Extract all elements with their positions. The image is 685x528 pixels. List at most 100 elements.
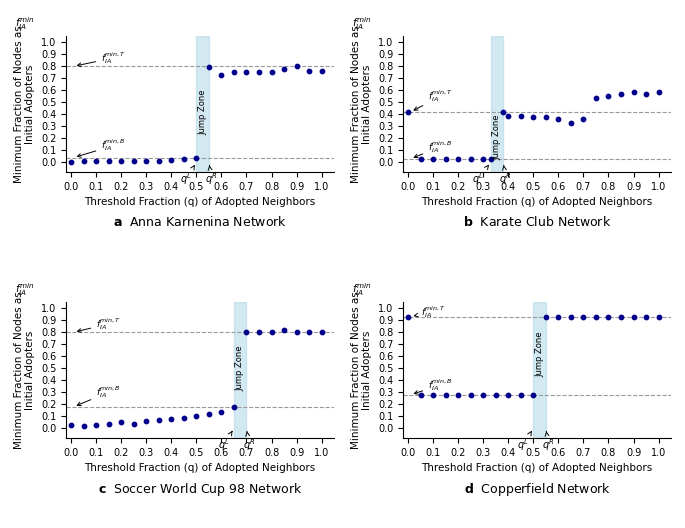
Text: $q^L$: $q^L$ <box>218 431 232 452</box>
Point <box>303 328 314 336</box>
Text: $q^L$: $q^L$ <box>517 431 532 452</box>
Point <box>653 87 664 96</box>
Text: $q^R$: $q^R$ <box>242 431 256 452</box>
Text: $f_{IA}^{min,B}$: $f_{IA}^{min,B}$ <box>414 378 453 394</box>
Point <box>279 64 290 73</box>
Point <box>603 313 614 321</box>
Point <box>90 157 101 165</box>
Point <box>253 328 264 336</box>
Bar <box>534 302 546 438</box>
Point <box>116 418 127 427</box>
Point <box>490 391 501 399</box>
Point <box>590 313 601 321</box>
Point <box>440 391 451 399</box>
Point <box>66 420 77 429</box>
Point <box>141 157 152 165</box>
Point <box>191 153 202 162</box>
Point <box>485 155 496 163</box>
Point <box>203 410 214 418</box>
Point <box>540 112 551 121</box>
Text: Jump Zone: Jump Zone <box>493 115 501 160</box>
Point <box>229 402 240 411</box>
Text: $f_{IA}^{min}$: $f_{IA}^{min}$ <box>352 15 372 32</box>
Text: $q^R$: $q^R$ <box>205 165 218 186</box>
Point <box>253 68 264 77</box>
Point <box>640 313 651 321</box>
Point <box>515 111 526 120</box>
Point <box>503 111 514 120</box>
Point <box>553 313 564 321</box>
Point <box>178 155 189 163</box>
Point <box>103 419 114 428</box>
Text: $\bf b$  Karate Club Network: $\bf b$ Karate Club Network <box>463 215 611 230</box>
Point <box>477 391 488 399</box>
Point <box>628 87 639 96</box>
X-axis label: Threshold Fraction (q) of Adopted Neighbors: Threshold Fraction (q) of Adopted Neighb… <box>84 463 316 473</box>
Text: $f_{IA}^{min,B}$: $f_{IA}^{min,B}$ <box>77 384 121 406</box>
Point <box>565 118 576 127</box>
Point <box>303 67 314 76</box>
Text: $f_{IA}^{min}$: $f_{IA}^{min}$ <box>15 15 35 32</box>
Point <box>203 63 214 72</box>
Text: $f_{IA}^{min}$: $f_{IA}^{min}$ <box>15 281 35 298</box>
Point <box>590 93 601 102</box>
Point <box>191 412 202 421</box>
Text: $q^R$: $q^R$ <box>542 431 555 452</box>
Point <box>241 68 252 77</box>
Y-axis label: Minimum Fraction of Nodes as
Initial Adopters: Minimum Fraction of Nodes as Initial Ado… <box>14 25 36 183</box>
Text: $f_{IA}^{min}$: $f_{IA}^{min}$ <box>352 281 372 298</box>
Point <box>498 108 509 116</box>
Text: $q^L$: $q^L$ <box>472 165 488 186</box>
Point <box>415 155 426 163</box>
Point <box>540 313 551 321</box>
Text: Jump Zone: Jump Zone <box>236 345 245 391</box>
Text: $q^L$: $q^L$ <box>180 165 195 186</box>
Text: Jump Zone: Jump Zone <box>535 331 544 376</box>
Point <box>427 391 438 399</box>
Point <box>515 391 526 399</box>
Point <box>553 115 564 124</box>
Point <box>216 407 227 416</box>
Point <box>128 157 139 165</box>
Point <box>628 313 639 321</box>
Point <box>616 313 627 321</box>
Point <box>291 328 302 336</box>
X-axis label: Threshold Fraction (q) of Adopted Neighbors: Threshold Fraction (q) of Adopted Neighb… <box>421 463 653 473</box>
Bar <box>234 302 247 438</box>
Text: $f_{IA}^{min,T}$: $f_{IA}^{min,T}$ <box>414 89 453 110</box>
Text: $\bf a$  Anna Karnenina Network: $\bf a$ Anna Karnenina Network <box>113 215 287 230</box>
Text: $f_{IA}^{min,T}$: $f_{IA}^{min,T}$ <box>77 316 121 332</box>
Point <box>241 328 252 336</box>
Point <box>103 157 114 165</box>
Point <box>266 68 277 77</box>
Point <box>116 157 127 165</box>
Point <box>453 155 464 163</box>
Point <box>528 391 539 399</box>
Text: $f_{IA}^{min,T}$: $f_{IA}^{min,T}$ <box>77 50 127 67</box>
Point <box>78 422 89 430</box>
Point <box>266 328 277 336</box>
Text: $\bf c$  Soccer World Cup 98 Network: $\bf c$ Soccer World Cup 98 Network <box>98 482 303 498</box>
Bar <box>490 36 503 172</box>
Point <box>128 419 139 428</box>
Bar <box>197 36 209 172</box>
Text: $f_{IA}^{min,B}$: $f_{IA}^{min,B}$ <box>77 138 126 157</box>
Point <box>440 155 451 163</box>
Point <box>427 155 438 163</box>
Point <box>316 67 327 76</box>
Point <box>465 155 476 163</box>
Point <box>528 112 539 121</box>
Point <box>603 92 614 100</box>
Point <box>578 313 589 321</box>
Y-axis label: Minimum Fraction of Nodes as
Initial Adopters: Minimum Fraction of Nodes as Initial Ado… <box>351 25 373 183</box>
Point <box>216 70 227 79</box>
Text: $\bf d$  Copperfield Network: $\bf d$ Copperfield Network <box>464 482 610 498</box>
Point <box>229 68 240 77</box>
Point <box>166 414 177 423</box>
Y-axis label: Minimum Fraction of Nodes as
Initial Adopters: Minimum Fraction of Nodes as Initial Ado… <box>14 291 36 449</box>
Point <box>166 156 177 164</box>
Point <box>403 313 414 321</box>
Point <box>503 391 514 399</box>
Point <box>141 417 152 426</box>
Point <box>78 157 89 165</box>
